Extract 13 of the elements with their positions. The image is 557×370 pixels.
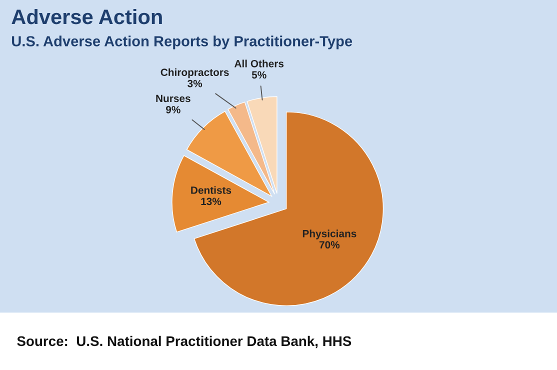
slice-label: Chiropractors: [160, 68, 229, 78]
slice-label: Dentists: [191, 186, 232, 194]
chart-title: Adverse Action: [12, 8, 162, 24]
slice-label: Nurses: [156, 94, 190, 102]
data-label: 70%: [319, 241, 340, 249]
data-label: 9%: [166, 106, 180, 114]
slice-label: Physicians: [302, 230, 356, 240]
data-label: 5%: [252, 71, 266, 79]
source-note: Source: U.S. National Practitioner Data Bank, HHS: [17, 336, 352, 348]
data-label: 13%: [201, 198, 222, 206]
slice-label: All Others: [234, 60, 284, 68]
data-label: 3%: [188, 80, 202, 88]
chart-subtitle: U.S. Adverse Action Reports by Practitioner-Type: [12, 36, 352, 50]
